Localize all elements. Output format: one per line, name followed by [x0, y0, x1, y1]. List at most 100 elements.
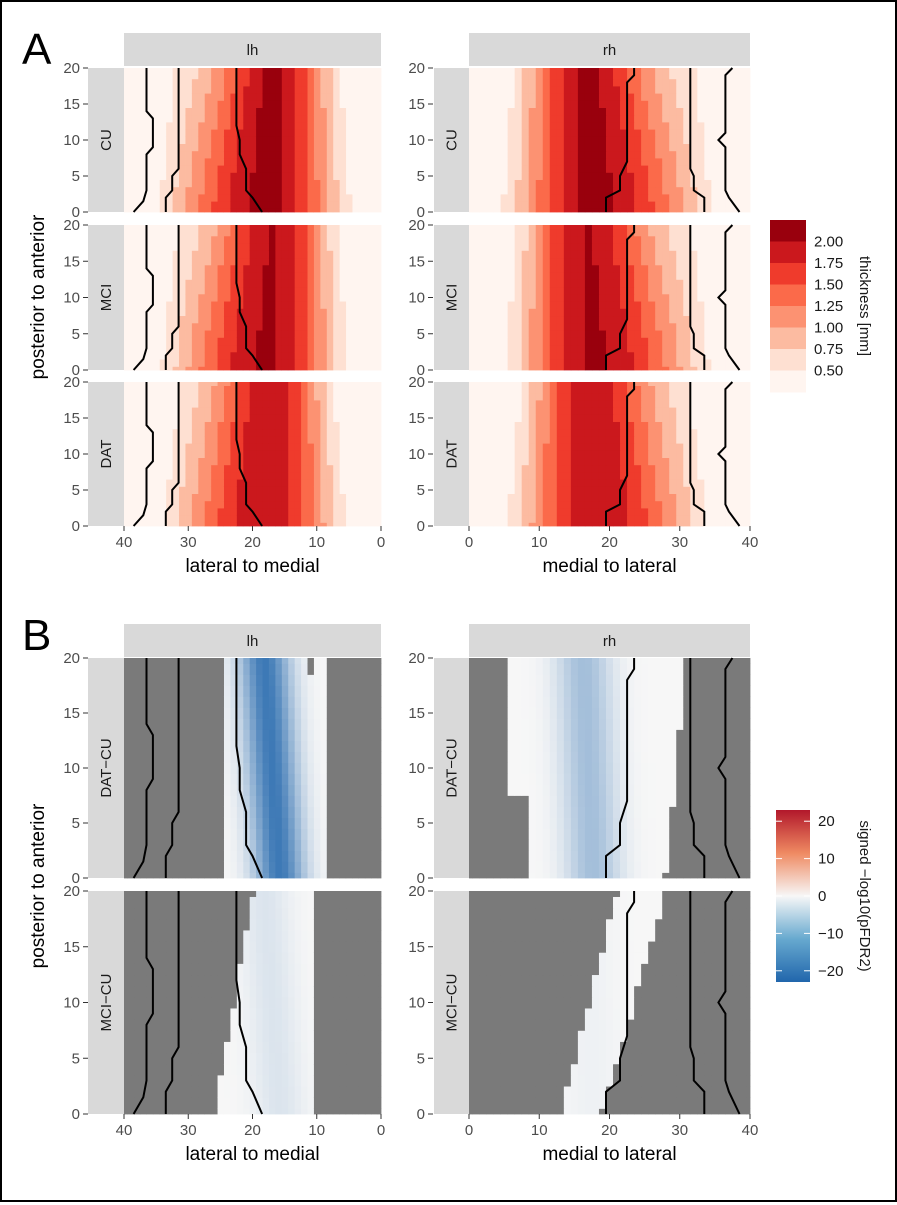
heatmap-cell: [352, 414, 359, 422]
heatmap-cell: [725, 158, 732, 166]
heatmap-cell: [669, 229, 676, 237]
heatmap-cell: [501, 108, 508, 116]
heatmap-cell: [634, 522, 641, 526]
heatmap-cell: [224, 522, 231, 526]
heatmap-cell: [592, 366, 599, 370]
heatmap-cell: [529, 287, 536, 295]
heatmap-cell: [124, 158, 128, 166]
heatmap-cell: [140, 115, 147, 123]
heatmap-cell: [179, 243, 186, 251]
heatmap-cell: [359, 458, 366, 466]
heatmap-cell: [294, 429, 301, 437]
heatmap-cell: [487, 429, 494, 437]
heatmap-cell: [333, 436, 340, 444]
heatmap-cell: [371, 208, 378, 212]
heatmap-cell: [359, 187, 366, 195]
heatmap-cell: [301, 172, 308, 180]
heatmap-cell: [307, 144, 314, 152]
heatmap-cell: [613, 479, 620, 487]
heatmap-cell: [134, 122, 141, 130]
heatmap-cell: [236, 86, 243, 94]
heatmap-cell: [224, 422, 231, 430]
heatmap-cell: [613, 201, 620, 209]
heatmap-cell: [211, 194, 218, 202]
heatmap-cell: [359, 158, 366, 166]
heatmap-cell: [739, 115, 746, 123]
heatmap-cell: [320, 201, 327, 209]
heatmap-cell: [198, 472, 205, 480]
heatmap-cell: [288, 187, 295, 195]
heatmap-cell: [641, 144, 648, 152]
heatmap-cell: [578, 486, 585, 494]
heatmap-cell: [320, 330, 327, 338]
heatmap-cell: [288, 486, 295, 494]
heatmap-cell: [333, 393, 340, 401]
heatmap-cell: [333, 225, 340, 229]
heatmap-cell: [378, 359, 382, 367]
heatmap-cell: [294, 316, 301, 324]
heatmap-cell: [179, 359, 186, 367]
heatmap-cell: [134, 301, 141, 309]
heatmap-cell: [294, 225, 301, 229]
heatmap-cell: [288, 472, 295, 480]
heatmap-cell: [655, 308, 662, 316]
heatmap-cell: [641, 194, 648, 202]
heatmap-cell: [146, 494, 153, 502]
heatmap-cell: [606, 250, 613, 258]
heatmap-cell: [634, 115, 641, 123]
heatmap-cell: [314, 258, 321, 266]
heatmap-cell: [294, 386, 301, 394]
heatmap-cell: [585, 279, 592, 287]
heatmap-cell: [134, 158, 141, 166]
heatmap-cell: [159, 494, 166, 502]
heatmap-cell: [585, 272, 592, 280]
heatmap-cell: [236, 330, 243, 338]
heatmap-cell: [494, 330, 501, 338]
heatmap-cell: [243, 407, 250, 415]
heatmap-cell: [352, 323, 359, 331]
heatmap-cell: [571, 522, 578, 526]
heatmap-cell: [571, 108, 578, 116]
heatmap-cell: [627, 422, 634, 430]
heatmap-cell: [262, 287, 269, 295]
heatmap-cell: [230, 443, 237, 451]
heatmap-cell: [564, 501, 571, 509]
heatmap-cell: [346, 316, 353, 324]
heatmap-cell: [494, 472, 501, 480]
heatmap-cell: [585, 93, 592, 101]
heatmap-cell: [249, 236, 256, 244]
heatmap-cell: [124, 522, 128, 526]
heatmap-cell: [166, 144, 173, 152]
heatmap-cell: [198, 515, 205, 523]
heatmap-cell: [185, 472, 192, 480]
heatmap-cell: [352, 316, 359, 324]
heatmap-cell: [179, 108, 186, 116]
heatmap-cell: [320, 158, 327, 166]
heatmap-cell: [641, 429, 648, 437]
heatmap-cell: [346, 508, 353, 516]
heatmap-cell: [725, 429, 732, 437]
heatmap-cell: [230, 136, 237, 144]
heatmap-cell: [655, 352, 662, 360]
heatmap-cell: [746, 180, 750, 188]
heatmap-cell: [473, 422, 480, 430]
heatmap-cell: [725, 136, 732, 144]
heatmap-cell: [249, 330, 256, 338]
heatmap-cell: [124, 337, 128, 345]
heatmap-cell: [249, 165, 256, 173]
heatmap-cell: [146, 86, 153, 94]
heatmap-cell: [269, 323, 276, 331]
heatmap-cell: [697, 258, 704, 266]
heatmap-cell: [339, 393, 346, 401]
heatmap-cell: [473, 79, 480, 87]
heatmap-cell: [230, 330, 237, 338]
heatmap-cell: [487, 122, 494, 130]
heatmap-cell: [172, 201, 179, 209]
heatmap-cell: [333, 400, 340, 408]
heatmap-cell: [480, 93, 487, 101]
heatmap-cell: [294, 294, 301, 302]
heatmap-cell: [243, 366, 250, 370]
heatmap-cell: [314, 352, 321, 360]
heatmap-cell: [543, 136, 550, 144]
heatmap-cell: [236, 345, 243, 353]
